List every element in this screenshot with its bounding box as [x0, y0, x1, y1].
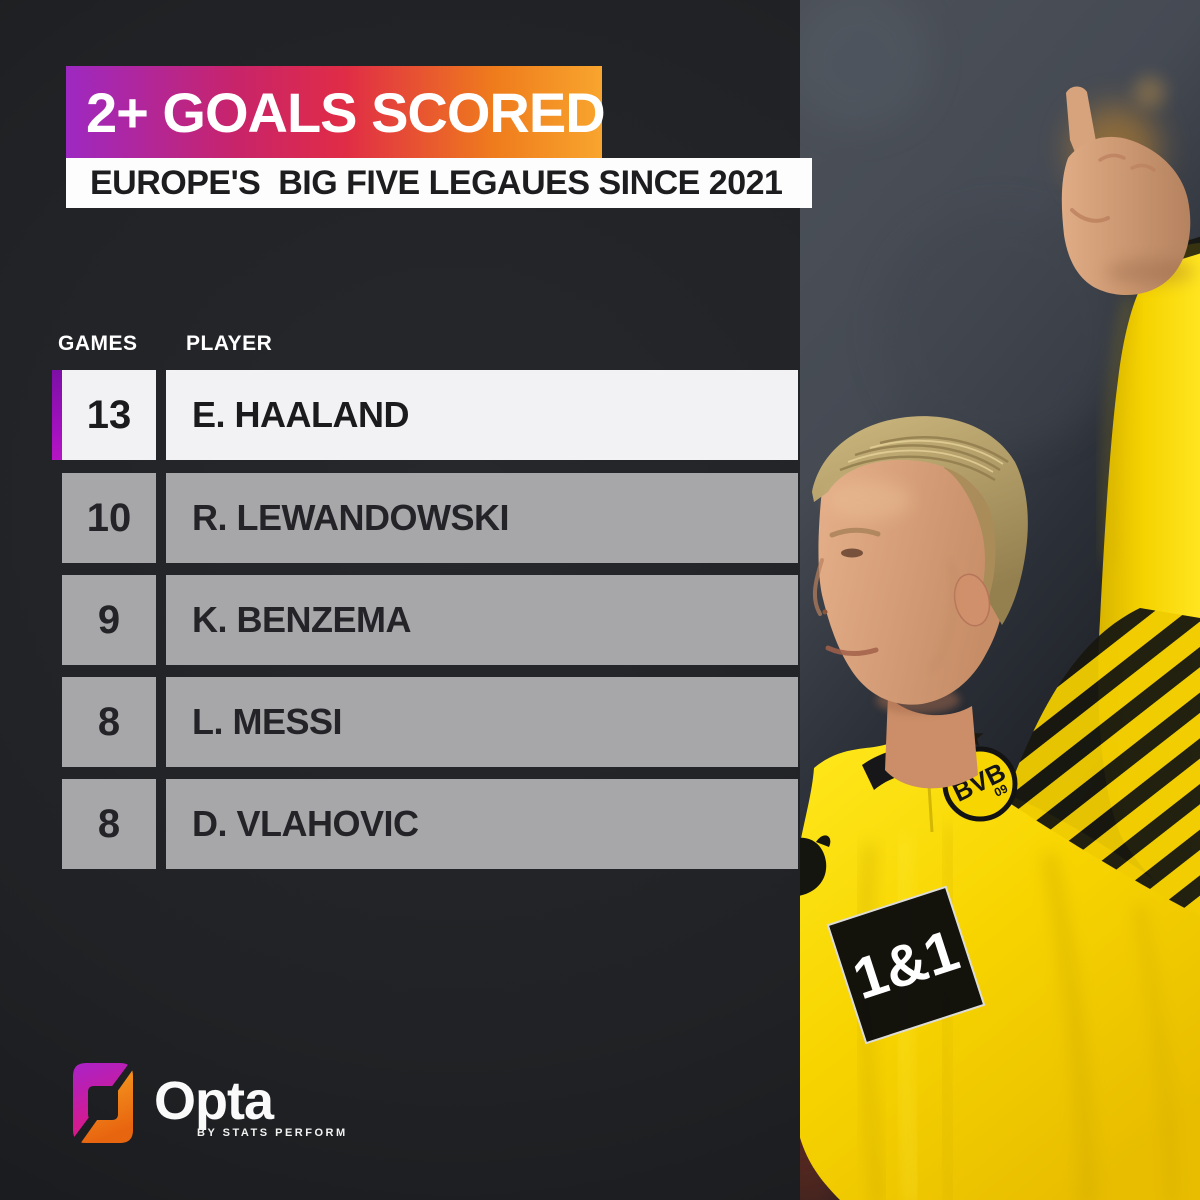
table-row-messi: 8 L. MESSI	[52, 677, 798, 767]
table-row-vlahovic: 8 D. VLAHOVIC	[52, 779, 798, 869]
player-name: E. HAALAND	[166, 370, 798, 460]
jersey-shoulder-stripes	[1005, 608, 1200, 916]
opta-brand-name: Opta	[154, 1071, 274, 1131]
player-photo-illustration: BVB 09 1&1	[800, 0, 1200, 1200]
table-row-lewandowski: 10 R. LEWANDOWSKI	[52, 473, 798, 563]
games-value: 10	[62, 473, 156, 563]
player-name: L. MESSI	[166, 677, 798, 767]
player-name: R. LEWANDOWSKI	[166, 473, 798, 563]
puma-logo	[800, 835, 831, 896]
games-value: 13	[62, 370, 156, 460]
svg-text:09: 09	[992, 781, 1010, 800]
column-header-games: GAMES	[58, 332, 138, 355]
page-title: 2+ GOALS SCORED	[86, 80, 606, 144]
subtitle-banner: EUROPE'S BIG FIVE LEGAUES SINCE 2021	[66, 158, 812, 208]
rank-accent-bar	[52, 370, 62, 460]
opta-brand-subtitle: BY STATS PERFORM	[197, 1127, 348, 1139]
column-header-player: PLAYER	[186, 332, 273, 355]
neck	[885, 695, 978, 789]
title-banner: 2+ GOALS SCORED	[66, 66, 606, 158]
page-subtitle: EUROPE'S BIG FIVE LEGAUES SINCE 2021	[90, 163, 783, 202]
player-photo: BVB 09 1&1	[800, 0, 1200, 1200]
player-head	[812, 416, 1028, 705]
games-value: 9	[62, 575, 156, 665]
table-row-haaland: 13 E. HAALAND	[52, 370, 798, 460]
player-name: D. VLAHOVIC	[166, 779, 798, 869]
opta-mark-icon	[73, 1063, 133, 1143]
player-name: K. BENZEMA	[166, 575, 798, 665]
games-value: 8	[62, 677, 156, 767]
table-row-benzema: 9 K. BENZEMA	[52, 575, 798, 665]
pointing-hand	[1061, 86, 1195, 296]
sponsor-patch: 1&1	[826, 885, 986, 1045]
games-value: 8	[62, 779, 156, 869]
